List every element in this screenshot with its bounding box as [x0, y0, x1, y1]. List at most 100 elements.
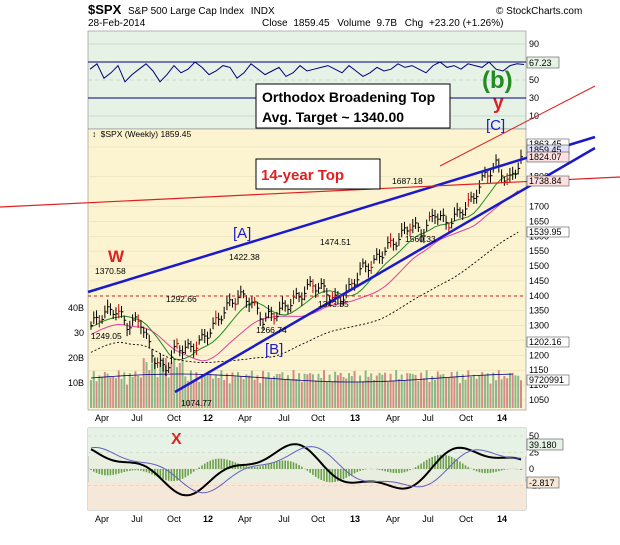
- volume-bar: [434, 380, 436, 408]
- price-annotation: 1249.05: [91, 331, 122, 341]
- volume-bar: [365, 371, 367, 408]
- macd-hist-value: -2.817: [529, 478, 555, 488]
- volume-bar: [317, 374, 319, 408]
- wave-label-w: W: [108, 247, 125, 266]
- macd-hist-bar: [351, 469, 353, 475]
- right-marker-label: 1824.07: [529, 152, 562, 162]
- volume-bar: [115, 378, 117, 408]
- macd-hist-bar: [456, 460, 458, 469]
- macd-hist-bar: [282, 460, 284, 469]
- macd-hist-bar: [359, 469, 361, 471]
- volume-bar: [245, 374, 247, 408]
- volume-bar: [293, 370, 295, 408]
- volume-bar: [90, 380, 92, 408]
- macd-hist-bar: [318, 469, 320, 479]
- macd-hist-bar: [254, 467, 256, 469]
- volume-bar: [470, 377, 472, 408]
- volume-bar: [251, 371, 253, 408]
- volume-bar: [240, 376, 242, 408]
- volume-bar: [356, 381, 358, 408]
- macd-hist-bar: [218, 459, 220, 469]
- volume-bar: [354, 371, 356, 408]
- macd-hist-bar: [171, 469, 173, 481]
- price-annotation: 1343.35: [318, 299, 349, 309]
- macd-tick-label: 0: [529, 464, 534, 474]
- volume-bar: [473, 375, 475, 408]
- macd-hist-bar: [259, 466, 261, 469]
- macd-hist-bar: [99, 469, 101, 474]
- volume-bar: [265, 377, 267, 408]
- wave-label-y: y: [493, 93, 504, 114]
- header-symbol: $SPX: [88, 2, 122, 17]
- macd-hist-bar: [467, 467, 469, 469]
- header-exchange: INDX: [251, 6, 275, 17]
- volume-bar: [409, 373, 411, 408]
- macd-hist-bar: [104, 469, 106, 475]
- volume-bar: [157, 377, 159, 408]
- macd-hist-bar: [495, 469, 497, 472]
- volume-bar: [143, 358, 145, 408]
- volume-bar: [234, 376, 236, 408]
- volume-value: 9.7B: [376, 18, 397, 29]
- volume-bar: [121, 379, 123, 408]
- x-axis-label: Oct: [167, 413, 182, 423]
- volume-tick-label: 20B: [68, 353, 84, 363]
- x-axis-label-bottom: Jul: [422, 514, 434, 524]
- volume-bar: [301, 382, 303, 408]
- x-axis-label-bottom: Apr: [238, 514, 252, 524]
- volume-bar: [281, 372, 283, 408]
- volume-bar: [148, 370, 150, 408]
- macd-hist-bar: [209, 461, 211, 469]
- macd-hist-bar: [193, 469, 195, 472]
- macd-hist-bar: [309, 469, 311, 473]
- volume-bar: [215, 375, 217, 408]
- macd-hist-bar: [504, 469, 506, 470]
- price-tick-label: 1650: [529, 216, 549, 226]
- x-axis-label: 12: [203, 413, 213, 423]
- macd-hist-bar: [129, 469, 131, 471]
- volume-bar: [420, 373, 422, 408]
- macd-hist-bar: [126, 469, 128, 471]
- right-marker-label: 9720991: [529, 375, 564, 385]
- volume-bar: [126, 385, 128, 408]
- macd-hist-bar: [204, 464, 206, 469]
- macd-hist-bar: [390, 469, 392, 472]
- x-axis-label-bottom: Oct: [459, 514, 474, 524]
- macd-hist-bar: [487, 469, 489, 473]
- macd-upper-band: [88, 428, 526, 456]
- header-name-text: S&P 500 Large Cap Index: [128, 6, 244, 17]
- volume-bar: [223, 380, 225, 408]
- volume-bar: [331, 381, 333, 408]
- volume-bar: [312, 374, 314, 408]
- volume-tick-label: 30: [74, 328, 84, 338]
- volume-bar: [320, 378, 322, 408]
- price-annotation: 1687.18: [392, 176, 423, 186]
- main-legend: ↕ $SPX (Weekly) 1859.45: [92, 129, 191, 139]
- volume-bar: [340, 373, 342, 408]
- volume-bar: [173, 358, 175, 408]
- volume-bar: [309, 373, 311, 408]
- x-axis-label: 14: [497, 413, 507, 423]
- macd-hist-bar: [404, 469, 406, 472]
- volume-bar: [290, 381, 292, 408]
- macd-hist-bar: [459, 462, 461, 469]
- volume-bar: [170, 362, 172, 408]
- macd-hist-bar: [165, 469, 167, 480]
- macd-hist-bar: [207, 462, 209, 469]
- volume-bar: [248, 376, 250, 408]
- macd-hist-bar: [479, 469, 481, 472]
- macd-hist-bar: [481, 469, 483, 473]
- volume-bar: [159, 363, 161, 408]
- macd-hist-bar: [340, 469, 342, 480]
- volume-bar: [268, 372, 270, 408]
- volume-bar: [387, 382, 389, 408]
- volume-bar: [104, 372, 106, 408]
- price-annotation: 1422.38: [229, 252, 260, 262]
- volume-bar: [428, 382, 430, 408]
- box-line-2: Avg. Target ~ 1340.00: [262, 109, 404, 125]
- legend-text: $SPX (Weekly) 1859.45: [101, 129, 192, 139]
- macd-hist-bar: [115, 469, 117, 474]
